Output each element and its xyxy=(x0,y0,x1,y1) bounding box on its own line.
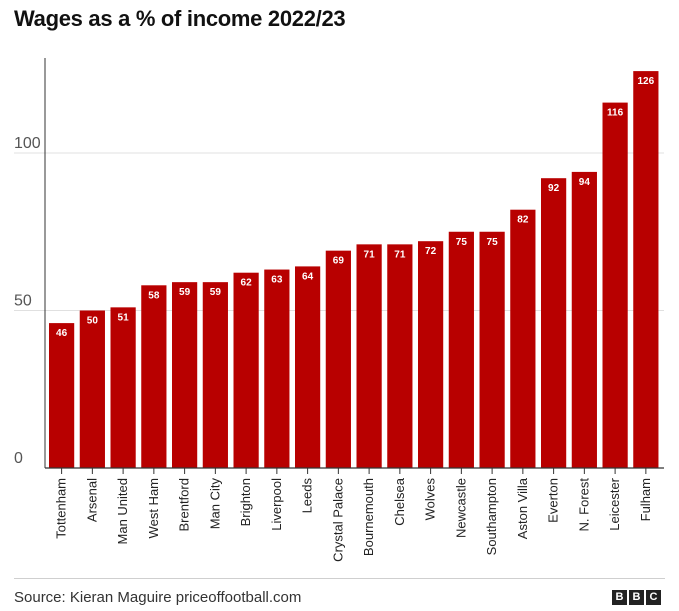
x-tick-label: West Ham xyxy=(146,478,161,538)
x-tick-label: Tottenham xyxy=(54,478,69,539)
bar xyxy=(479,231,505,468)
data-label: 59 xyxy=(210,287,222,298)
bar xyxy=(141,285,167,468)
data-label: 64 xyxy=(302,271,314,282)
data-label: 50 xyxy=(87,316,99,327)
data-label: 51 xyxy=(118,312,130,323)
bar xyxy=(233,272,259,468)
bar xyxy=(110,307,136,468)
data-label: 75 xyxy=(456,237,468,248)
data-label: 58 xyxy=(148,290,160,301)
bar xyxy=(79,310,105,468)
bar xyxy=(448,231,474,468)
bar xyxy=(633,71,659,468)
x-tick-label: Man City xyxy=(207,478,222,530)
bar xyxy=(49,323,75,468)
data-label: 69 xyxy=(333,256,345,267)
x-tick-label: Crystal Palace xyxy=(330,478,345,562)
x-tick-label: Arsenal xyxy=(84,478,99,522)
data-label: 62 xyxy=(241,278,253,289)
data-label: 116 xyxy=(607,108,624,119)
bar xyxy=(602,102,628,468)
bar xyxy=(387,244,413,468)
x-tick-label: Bournemouth xyxy=(361,478,376,556)
x-tick-label: Newcastle xyxy=(453,478,468,538)
x-tick-label: Leeds xyxy=(300,478,315,514)
x-tick-label: Fulham xyxy=(638,478,653,521)
x-tick-label: Aston Villa xyxy=(515,477,530,539)
data-label: 92 xyxy=(548,183,560,194)
bbc-logo-letter-3: C xyxy=(646,590,661,605)
bar xyxy=(264,269,290,468)
data-label: 46 xyxy=(56,328,68,339)
x-tick-label: Brighton xyxy=(238,478,253,526)
bar xyxy=(418,241,444,468)
data-label: 126 xyxy=(638,76,655,87)
data-label: 71 xyxy=(394,249,406,260)
y-tick-label: 50 xyxy=(14,293,32,310)
x-tick-label: Chelsea xyxy=(392,477,407,525)
x-tick-label: Wolves xyxy=(423,478,438,521)
x-tick-label: N. Forest xyxy=(576,478,591,532)
source-note: Source: Kieran Maguire priceoffootball.c… xyxy=(14,589,302,606)
data-label: 63 xyxy=(271,275,283,286)
x-tick-label: Everton xyxy=(546,478,561,523)
data-label: 82 xyxy=(517,215,529,226)
data-label: 71 xyxy=(364,249,376,260)
bar xyxy=(510,209,536,468)
bar xyxy=(202,282,228,468)
bar xyxy=(295,266,321,468)
data-label: 75 xyxy=(487,237,499,248)
x-tick-label: Man United xyxy=(115,478,130,544)
data-label: 94 xyxy=(579,177,591,188)
x-tick-label: Leicester xyxy=(607,477,622,530)
bar xyxy=(571,171,597,468)
x-tick-label: Southampton xyxy=(484,478,499,555)
bar-chart: 0 50 100 46 Tottenham 50 Arsenal 51 Man United 58… xyxy=(14,58,664,562)
bbc-logo-letter-2: B xyxy=(629,590,644,605)
y-tick-label: 0 xyxy=(14,450,23,467)
footer-divider xyxy=(14,578,665,579)
x-tick-label: Brentford xyxy=(177,478,192,531)
bbc-logo-letter-1: B xyxy=(612,590,627,605)
data-label: 59 xyxy=(179,287,191,298)
bar xyxy=(541,178,567,468)
x-tick-label: Liverpool xyxy=(269,478,284,531)
bar xyxy=(325,250,351,468)
bar xyxy=(356,244,382,468)
y-tick-label: 100 xyxy=(14,135,41,152)
bar xyxy=(172,282,198,468)
chart-title: Wages as a % of income 2022/23 xyxy=(14,6,346,31)
data-label: 72 xyxy=(425,246,437,257)
bbc-logo: B B C xyxy=(612,590,661,605)
